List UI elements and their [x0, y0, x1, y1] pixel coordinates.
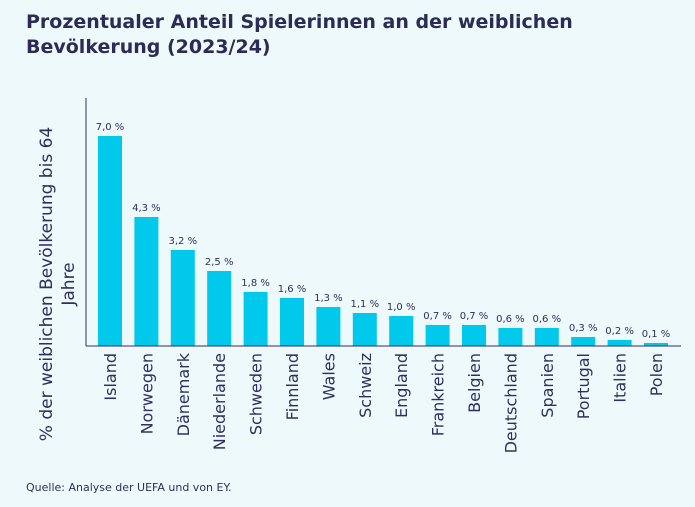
source-note: Quelle: Analyse der UEFA und von EY.: [26, 481, 232, 494]
value-label: 1,8 %: [241, 278, 270, 289]
chart-title: Prozentualer Anteil Spielerinnen an der …: [26, 11, 573, 58]
value-label: 0,6 %: [496, 314, 525, 325]
bar-wales: [316, 307, 341, 346]
x-tick-label: Frankreich: [429, 353, 448, 436]
value-label: 1,1 %: [351, 299, 380, 310]
bar-england: [389, 316, 414, 346]
x-tick-label: Niederlande: [210, 353, 229, 450]
value-label: 0,2 %: [605, 326, 634, 337]
value-label: 0,7 %: [460, 311, 489, 322]
x-tick-label: Wales: [319, 353, 338, 400]
x-tick-label: England: [392, 353, 411, 418]
bar-dänemark: [170, 250, 195, 346]
bar-schweden: [243, 292, 268, 346]
bar-frankreich: [425, 325, 450, 346]
value-label: 0,3 %: [569, 323, 598, 334]
value-label: 1,3 %: [314, 293, 343, 304]
bar-schweiz: [352, 313, 377, 346]
bar-deutschland: [498, 328, 523, 346]
value-label: 0,7 %: [423, 311, 452, 322]
bar-island: [98, 136, 122, 346]
x-tick-label: Schweden: [247, 353, 266, 435]
bar-italien: [607, 340, 632, 346]
value-label: 2,5 %: [205, 257, 234, 268]
x-tick-label: Polen: [647, 353, 666, 396]
x-tick-label: Portugal: [574, 353, 593, 419]
value-label: 4,3 %: [132, 203, 161, 214]
x-tick-label: Spanien: [538, 353, 557, 418]
bar-polen: [644, 343, 668, 346]
x-tick-label: Italien: [611, 353, 630, 403]
value-label: 7,0 %: [96, 122, 125, 133]
x-tick-label: Island: [101, 353, 120, 401]
x-tick-label: Belgien: [465, 353, 484, 413]
x-tick-label: Finnland: [283, 353, 302, 420]
value-label: 3,2 %: [169, 236, 198, 247]
x-tick-label: Norwegen: [137, 353, 156, 434]
value-label: 1,6 %: [278, 284, 307, 295]
value-label: 0,1 %: [642, 329, 671, 340]
bar-niederlande: [207, 271, 232, 346]
bar-finnland: [280, 298, 304, 346]
bar-chart: 7,0 % Island 4,3 % Norwegen 3,2 % Dänemark 2,5…: [85, 98, 681, 453]
x-tick-label: Schweiz: [356, 353, 375, 418]
bar-portugal: [571, 337, 596, 346]
bar-belgien: [462, 325, 486, 346]
value-label: 0,6 %: [533, 314, 562, 325]
x-tick-label: Deutschland: [501, 353, 520, 453]
bar-spanien: [534, 328, 559, 346]
value-label: 1,0 %: [387, 302, 416, 313]
bar-norwegen: [134, 217, 159, 346]
x-tick-label: Dänemark: [174, 352, 193, 436]
